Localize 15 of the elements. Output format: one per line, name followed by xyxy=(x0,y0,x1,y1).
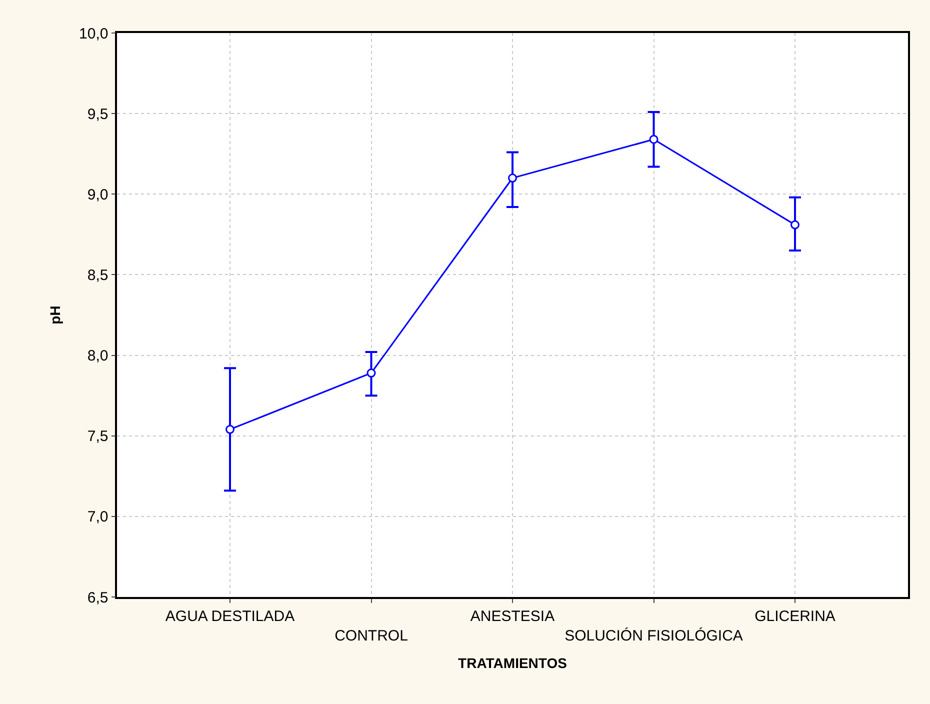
y-tick-label: 8,0 xyxy=(87,348,108,365)
y-tick-label: 9,5 xyxy=(87,106,108,123)
y-axis-title: pH xyxy=(47,306,64,324)
x-tick-label: AGUA DESTILADA xyxy=(165,608,295,625)
y-tick-label: 7,0 xyxy=(87,508,108,526)
y-tick-label: 9,0 xyxy=(87,186,108,204)
x-tick-label: GLICERINA xyxy=(754,608,836,625)
x-tick-label: CONTROL xyxy=(334,627,408,644)
y-tick-label: 6,5 xyxy=(87,589,108,606)
x-axis-title: TRATAMIENTOS xyxy=(458,655,567,672)
y-tick-label: 7,5 xyxy=(87,428,108,446)
y-tick-label: 8,5 xyxy=(87,266,108,284)
x-tick-label: SOLUCIÓN FISIOLÓGICA xyxy=(564,626,743,644)
x-tick-label: ANESTESIA xyxy=(470,608,555,625)
y-tick-label: 10,0 xyxy=(79,25,108,42)
